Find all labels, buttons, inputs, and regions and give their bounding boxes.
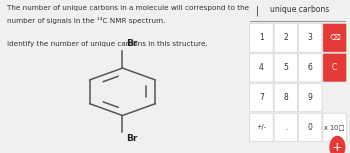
Text: +: + xyxy=(332,141,343,153)
Text: 1: 1 xyxy=(259,33,264,42)
FancyBboxPatch shape xyxy=(250,24,273,52)
Text: 5: 5 xyxy=(284,63,288,72)
Text: x 10□: x 10□ xyxy=(324,124,345,130)
Text: 3: 3 xyxy=(308,33,313,42)
Text: The number of unique carbons in a molecule will correspond to the: The number of unique carbons in a molecu… xyxy=(7,5,250,11)
Text: 9: 9 xyxy=(308,93,313,102)
FancyBboxPatch shape xyxy=(250,54,273,82)
Text: .: . xyxy=(285,123,287,132)
Text: 2: 2 xyxy=(284,33,288,42)
FancyBboxPatch shape xyxy=(274,54,298,82)
FancyBboxPatch shape xyxy=(250,113,273,142)
FancyBboxPatch shape xyxy=(323,113,346,142)
Text: Br: Br xyxy=(126,134,138,143)
Text: Br: Br xyxy=(126,39,138,48)
Text: 8: 8 xyxy=(284,93,288,102)
FancyBboxPatch shape xyxy=(299,83,322,112)
Text: |: | xyxy=(256,6,259,16)
Text: unique carbons: unique carbons xyxy=(270,5,329,14)
Text: 0: 0 xyxy=(308,123,313,132)
Text: +/-: +/- xyxy=(256,124,266,130)
FancyBboxPatch shape xyxy=(274,24,298,52)
FancyBboxPatch shape xyxy=(299,24,322,52)
FancyBboxPatch shape xyxy=(250,83,273,112)
FancyBboxPatch shape xyxy=(323,24,346,52)
Circle shape xyxy=(330,136,345,153)
FancyBboxPatch shape xyxy=(274,83,298,112)
Text: C: C xyxy=(332,63,337,72)
Text: Identify the number of unique carbons in this structure.: Identify the number of unique carbons in… xyxy=(7,41,208,47)
Text: number of signals in the ¹³C NMR spectrum.: number of signals in the ¹³C NMR spectru… xyxy=(7,17,166,24)
FancyBboxPatch shape xyxy=(299,54,322,82)
Text: 7: 7 xyxy=(259,93,264,102)
FancyBboxPatch shape xyxy=(274,113,298,142)
Text: ⌫: ⌫ xyxy=(329,33,340,42)
FancyBboxPatch shape xyxy=(299,113,322,142)
FancyBboxPatch shape xyxy=(323,54,346,82)
Text: 4: 4 xyxy=(259,63,264,72)
Text: 6: 6 xyxy=(308,63,313,72)
